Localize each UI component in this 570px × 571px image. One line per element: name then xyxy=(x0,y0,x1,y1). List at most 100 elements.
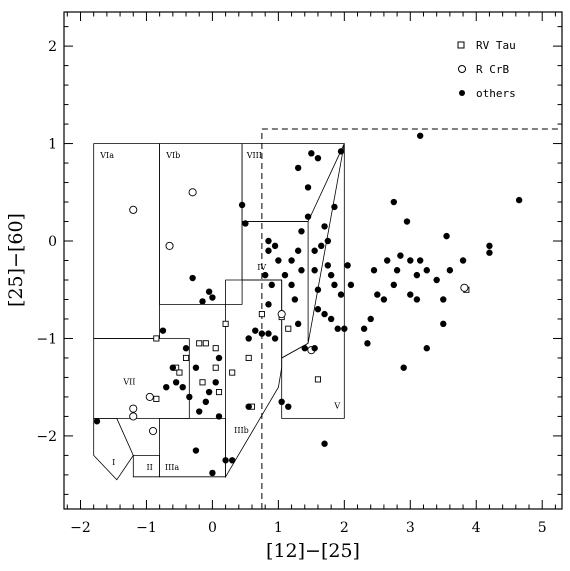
x-tick-label: 3 xyxy=(406,520,415,536)
legend-label-others: others xyxy=(476,87,516,100)
point-rv-tau xyxy=(176,369,183,376)
point-others xyxy=(423,267,430,274)
point-r-crb xyxy=(129,404,138,413)
point-r-crb xyxy=(129,205,138,214)
point-others xyxy=(446,267,454,274)
point-others xyxy=(311,247,318,254)
point-others xyxy=(400,364,407,371)
point-others xyxy=(360,325,368,332)
point-others xyxy=(416,132,424,139)
point-others xyxy=(93,418,101,425)
point-others xyxy=(337,148,345,155)
point-rv-tau xyxy=(212,364,219,371)
point-rv-tau xyxy=(153,335,160,342)
legend-marker-others xyxy=(459,90,465,96)
point-rv-tau xyxy=(153,395,160,402)
point-others xyxy=(364,340,371,347)
point-others xyxy=(186,393,193,401)
point-others xyxy=(486,242,493,250)
point-others xyxy=(337,291,345,298)
point-rv-tau xyxy=(182,354,190,362)
point-others xyxy=(265,247,272,254)
point-others xyxy=(288,281,295,289)
x-tick-label: −1 xyxy=(136,520,157,536)
x-tick-label: 1 xyxy=(274,520,283,536)
y-tick-label: −1 xyxy=(36,331,57,347)
legend-label-rv-tau: RV Tau xyxy=(476,39,516,52)
region-via xyxy=(93,143,161,339)
point-others xyxy=(407,291,414,298)
point-others xyxy=(416,257,424,264)
point-others xyxy=(222,457,229,464)
point-others xyxy=(459,257,467,264)
y-tick-label: 2 xyxy=(48,39,57,55)
point-others xyxy=(215,354,223,362)
point-others xyxy=(390,198,398,206)
point-rv-tau xyxy=(314,376,321,383)
point-r-crb xyxy=(277,310,286,319)
point-rv-tau xyxy=(229,369,236,376)
point-others xyxy=(397,252,404,259)
point-others xyxy=(324,237,332,245)
point-others xyxy=(327,315,335,323)
point-others xyxy=(321,310,328,318)
region-label-via: VIa xyxy=(99,151,114,160)
point-others xyxy=(347,281,355,289)
point-others xyxy=(413,296,421,303)
region-label-ii: II xyxy=(146,463,152,472)
point-others xyxy=(304,184,312,191)
point-others xyxy=(294,164,302,172)
point-others xyxy=(327,271,335,279)
point-others xyxy=(443,232,450,240)
point-others xyxy=(252,327,259,334)
y-tick-label: −2 xyxy=(36,429,57,445)
point-r-crb xyxy=(145,392,154,401)
point-others xyxy=(163,383,170,391)
y-tick-label: 0 xyxy=(48,234,57,250)
x-tick-label: 0 xyxy=(208,520,217,536)
point-others xyxy=(304,213,312,220)
point-rv-tau xyxy=(199,379,206,386)
point-others xyxy=(515,196,523,204)
point-others xyxy=(245,335,252,342)
point-others xyxy=(294,320,302,328)
region-label-vib: VIb xyxy=(165,151,180,160)
point-r-crb xyxy=(165,241,174,250)
point-others xyxy=(311,345,318,352)
point-others xyxy=(215,413,223,420)
point-others xyxy=(261,271,269,279)
point-others xyxy=(205,388,213,396)
point-others xyxy=(291,296,299,303)
point-others xyxy=(331,203,338,211)
point-others xyxy=(440,320,447,328)
x-tick-label: 5 xyxy=(538,520,547,536)
point-others xyxy=(324,262,332,269)
point-others xyxy=(314,154,322,162)
region-iiib xyxy=(225,279,283,479)
region-label-viii: VIII xyxy=(246,151,262,160)
point-others xyxy=(403,218,411,225)
point-others xyxy=(228,457,236,464)
point-rv-tau xyxy=(196,340,203,347)
region-label-v: V xyxy=(333,402,340,411)
region-vib xyxy=(159,143,243,305)
region-label-vii: VII xyxy=(122,377,135,386)
point-others xyxy=(288,257,295,264)
point-others xyxy=(278,398,285,406)
point-others xyxy=(318,242,325,250)
point-others xyxy=(486,249,493,256)
point-r-crb xyxy=(460,283,469,292)
point-r-crb xyxy=(188,188,197,197)
point-others xyxy=(238,201,246,209)
point-others xyxy=(321,440,328,447)
region-i xyxy=(93,417,134,481)
point-others xyxy=(268,281,275,289)
point-others xyxy=(314,306,322,313)
point-rv-tau xyxy=(245,354,252,362)
legend-marker-rv-tau xyxy=(457,41,465,49)
point-others xyxy=(245,403,252,410)
point-others xyxy=(258,330,266,337)
reference-lines xyxy=(261,128,562,509)
legend-marker-r-crb xyxy=(458,65,466,73)
